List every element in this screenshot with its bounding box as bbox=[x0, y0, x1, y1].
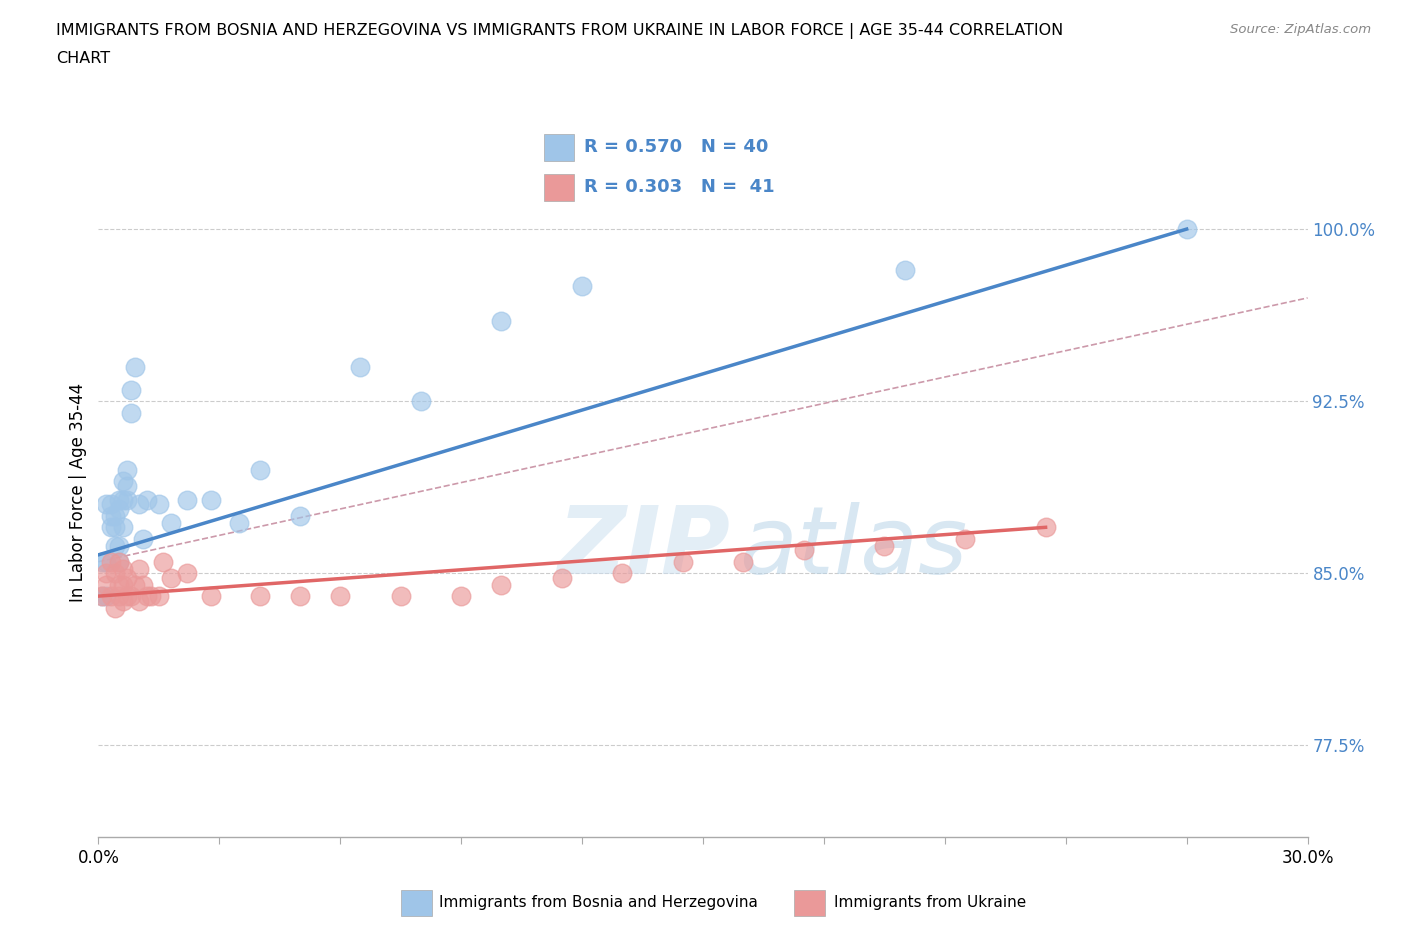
Point bbox=[329, 589, 352, 604]
Point bbox=[91, 589, 114, 604]
Bar bbox=[544, 174, 575, 201]
Point bbox=[793, 543, 815, 558]
Point bbox=[349, 359, 371, 374]
Point bbox=[100, 589, 122, 604]
Point bbox=[107, 538, 129, 553]
Text: Source: ZipAtlas.com: Source: ZipAtlas.com bbox=[1230, 23, 1371, 36]
Point bbox=[111, 474, 134, 489]
Point bbox=[124, 578, 146, 592]
Point bbox=[100, 554, 122, 569]
Point bbox=[1035, 520, 1057, 535]
Point bbox=[135, 492, 157, 507]
Point bbox=[152, 554, 174, 569]
Point bbox=[115, 589, 138, 604]
Point bbox=[120, 405, 142, 420]
Point bbox=[100, 520, 122, 535]
Point bbox=[450, 589, 472, 604]
Point bbox=[91, 589, 114, 604]
Text: R = 0.303   N =  41: R = 0.303 N = 41 bbox=[583, 179, 775, 196]
Point bbox=[160, 515, 183, 530]
Point bbox=[953, 531, 976, 546]
Point bbox=[107, 554, 129, 569]
Point bbox=[135, 589, 157, 604]
Point bbox=[103, 600, 125, 615]
Point bbox=[139, 589, 162, 604]
Point bbox=[148, 497, 170, 512]
Point bbox=[103, 538, 125, 553]
Point bbox=[128, 593, 150, 608]
Text: CHART: CHART bbox=[56, 51, 110, 66]
Point bbox=[103, 520, 125, 535]
Text: ZIP: ZIP bbox=[558, 502, 731, 594]
Point bbox=[115, 462, 138, 477]
Point bbox=[288, 509, 311, 524]
Point bbox=[176, 565, 198, 580]
Point bbox=[100, 497, 122, 512]
Point bbox=[132, 578, 155, 592]
Point bbox=[96, 497, 118, 512]
Point bbox=[1175, 221, 1198, 236]
Text: Immigrants from Bosnia and Herzegovina: Immigrants from Bosnia and Herzegovina bbox=[439, 895, 758, 910]
Point bbox=[111, 520, 134, 535]
Point bbox=[124, 359, 146, 374]
Point bbox=[107, 501, 129, 516]
Point bbox=[893, 263, 915, 278]
Point bbox=[228, 515, 250, 530]
Point bbox=[128, 497, 150, 512]
Point bbox=[111, 593, 134, 608]
Point bbox=[120, 382, 142, 397]
Point bbox=[551, 570, 574, 585]
Point bbox=[96, 565, 118, 580]
Point bbox=[103, 565, 125, 580]
Text: IMMIGRANTS FROM BOSNIA AND HERZEGOVINA VS IMMIGRANTS FROM UKRAINE IN LABOR FORCE: IMMIGRANTS FROM BOSNIA AND HERZEGOVINA V… bbox=[56, 23, 1063, 39]
Point bbox=[249, 462, 271, 477]
Point bbox=[389, 589, 412, 604]
Text: atlas: atlas bbox=[740, 502, 967, 593]
Point bbox=[200, 492, 222, 507]
Point bbox=[111, 561, 134, 576]
Point bbox=[120, 589, 142, 604]
Point bbox=[115, 492, 138, 507]
Point bbox=[200, 589, 222, 604]
Point bbox=[160, 570, 183, 585]
Point bbox=[873, 538, 896, 553]
Point bbox=[672, 554, 695, 569]
Point bbox=[107, 589, 129, 604]
Point bbox=[111, 578, 134, 592]
Point bbox=[107, 492, 129, 507]
Point bbox=[249, 589, 271, 604]
Text: R = 0.570   N = 40: R = 0.570 N = 40 bbox=[583, 139, 768, 156]
Point bbox=[115, 570, 138, 585]
Point bbox=[148, 589, 170, 604]
Point bbox=[100, 509, 122, 524]
Point bbox=[107, 578, 129, 592]
Point bbox=[96, 589, 118, 604]
Point bbox=[491, 578, 513, 592]
Bar bbox=[544, 134, 575, 161]
Point bbox=[409, 393, 432, 408]
Point bbox=[103, 509, 125, 524]
Point bbox=[128, 561, 150, 576]
Point bbox=[132, 531, 155, 546]
Point bbox=[571, 279, 593, 294]
Point bbox=[288, 589, 311, 604]
Point bbox=[96, 578, 118, 592]
Point bbox=[491, 313, 513, 328]
Text: Immigrants from Ukraine: Immigrants from Ukraine bbox=[834, 895, 1026, 910]
Point bbox=[96, 554, 118, 569]
Point bbox=[612, 565, 634, 580]
Point bbox=[107, 554, 129, 569]
Y-axis label: In Labor Force | Age 35-44: In Labor Force | Age 35-44 bbox=[69, 383, 87, 603]
Point bbox=[91, 554, 114, 569]
Point bbox=[111, 492, 134, 507]
Point bbox=[115, 479, 138, 494]
Point bbox=[176, 492, 198, 507]
Point bbox=[733, 554, 755, 569]
